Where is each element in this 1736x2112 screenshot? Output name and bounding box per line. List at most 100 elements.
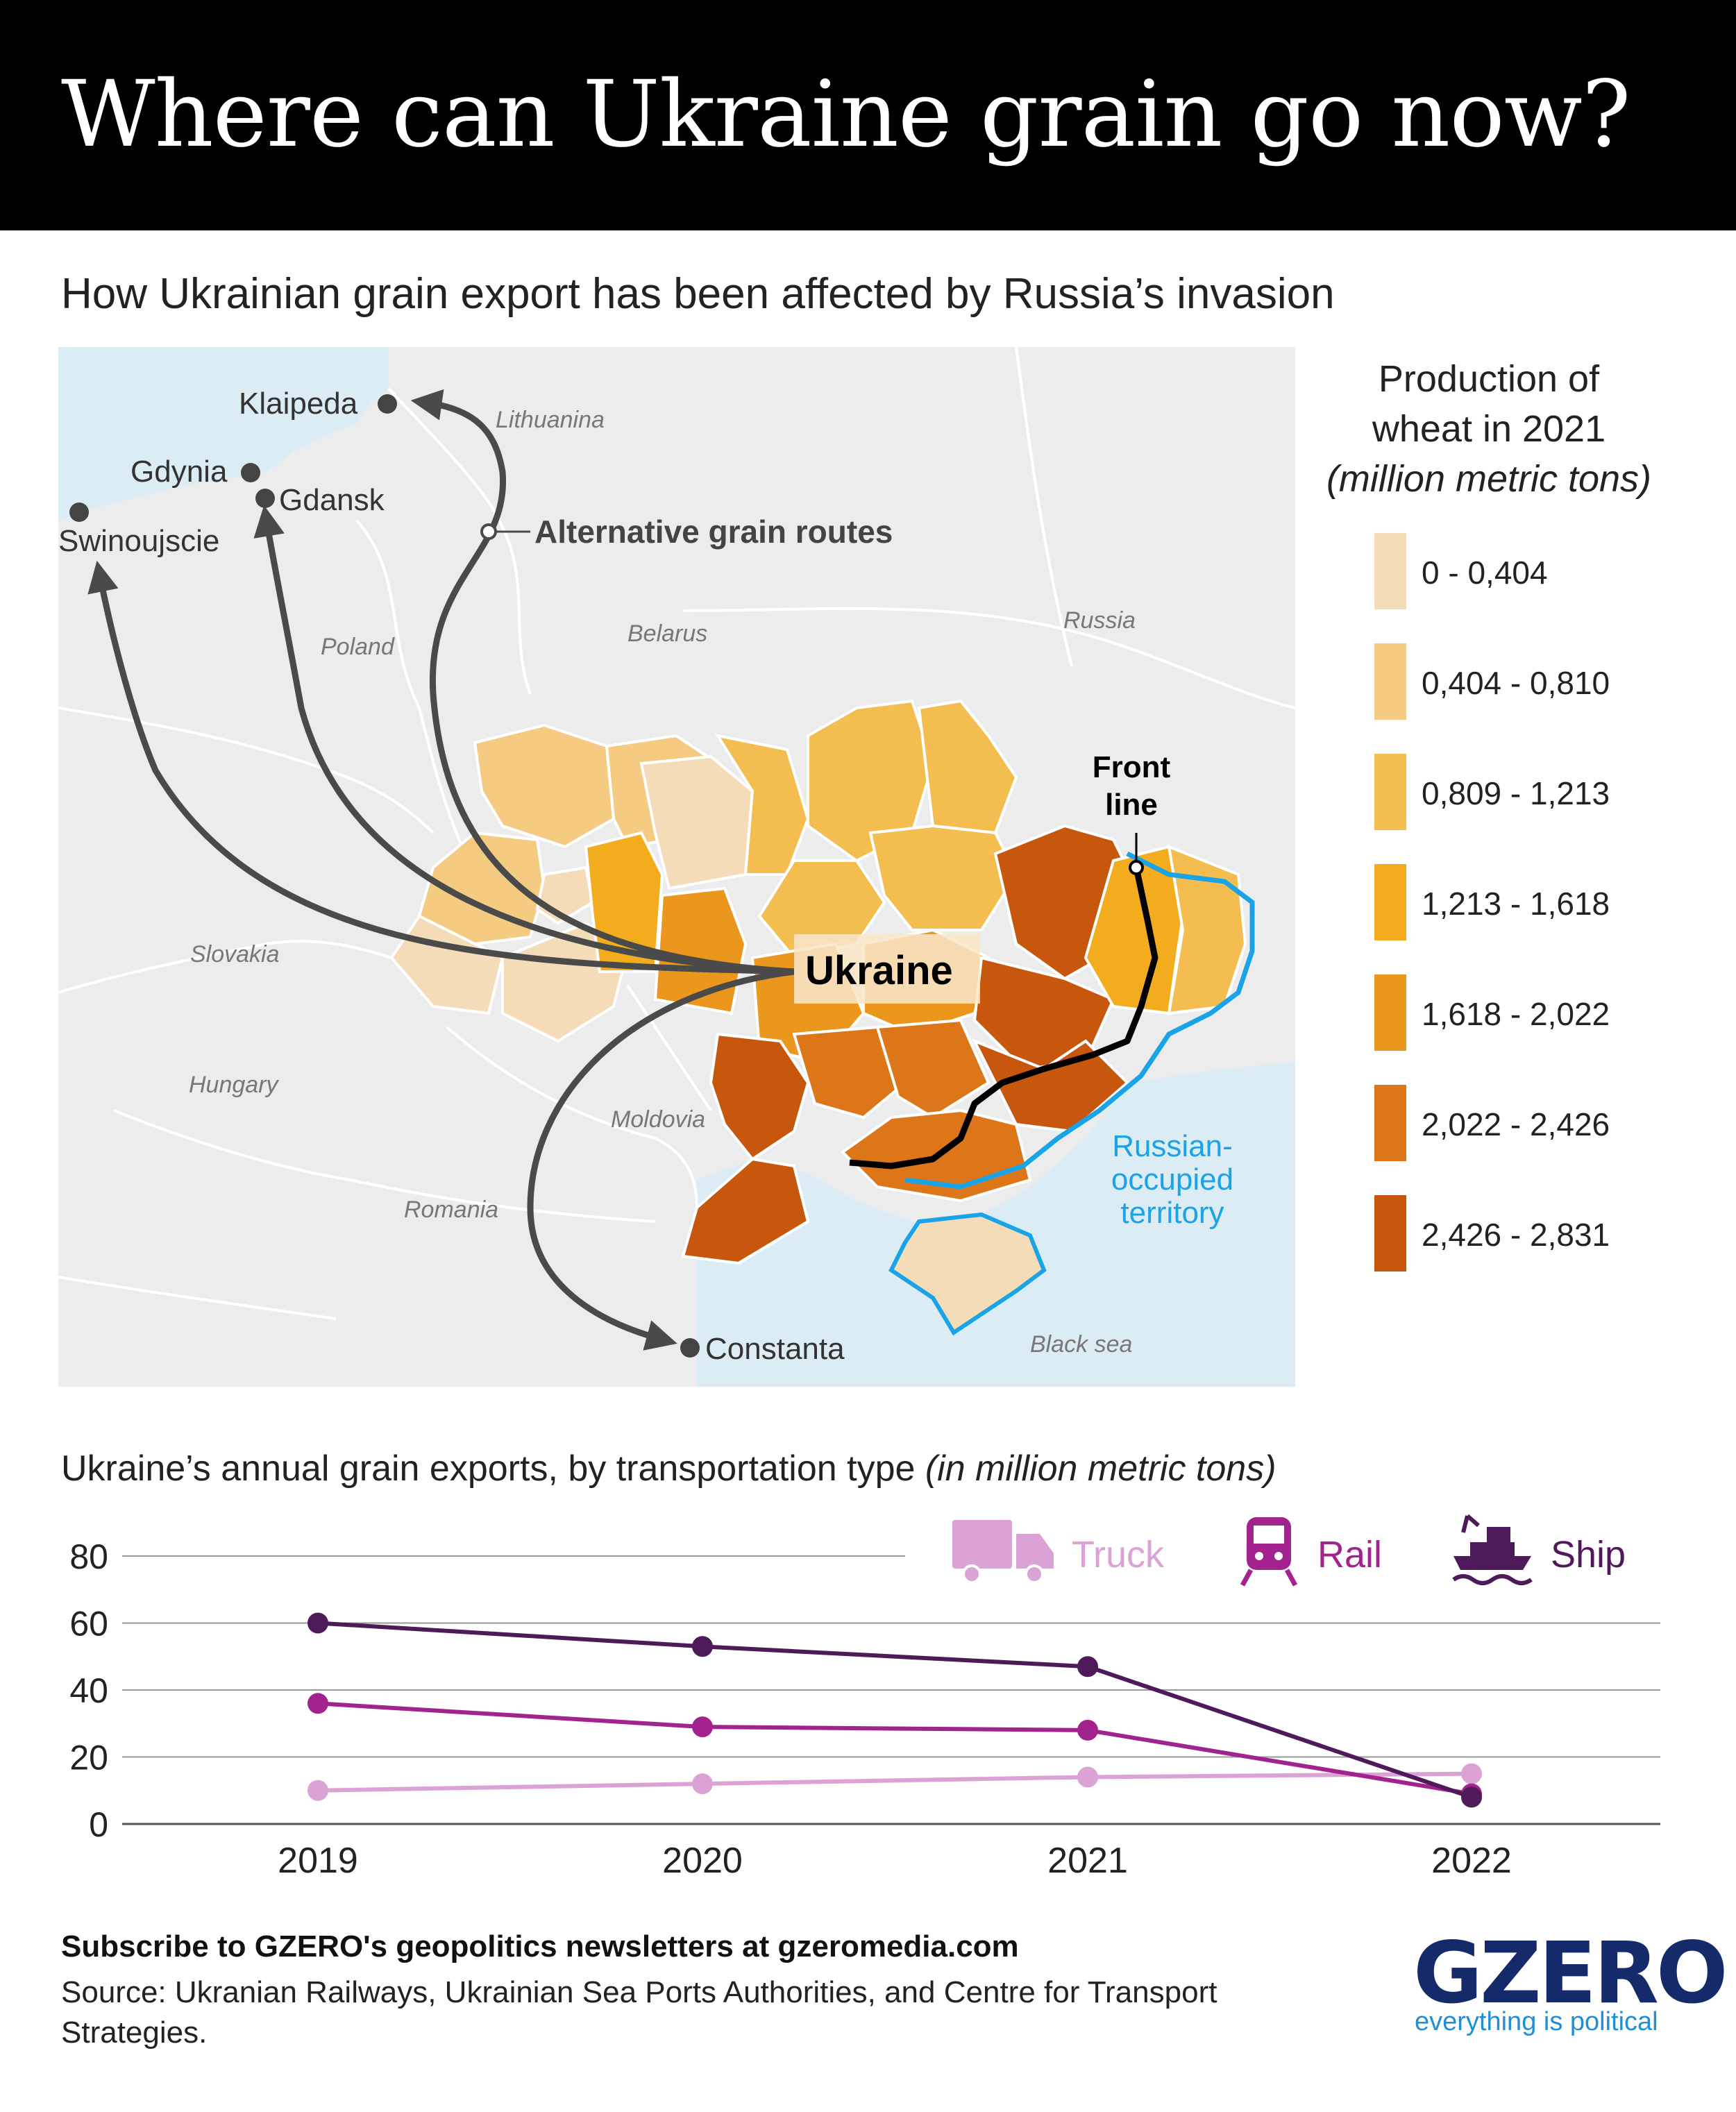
legend-swatch <box>1374 754 1406 830</box>
legend-title-line: Production of <box>1378 358 1600 400</box>
data-point <box>692 1636 713 1657</box>
port-label: Swinoujscie <box>58 524 219 558</box>
port-gdansk-marker <box>255 489 275 508</box>
front-line-label: line <box>1105 788 1158 822</box>
legend-item: 2,426 - 2,831 <box>1374 1195 1694 1272</box>
data-point <box>1077 1656 1098 1678</box>
port-klaipeda-marker <box>378 394 397 414</box>
y-tick-label: 80 <box>69 1537 108 1576</box>
legend-item: 0,809 - 1,213 <box>1374 754 1694 830</box>
page-title: Where can Ukraine grain go now? <box>61 61 1631 168</box>
legend-swatch <box>1374 1085 1406 1161</box>
legend-label: 0,809 - 1,213 <box>1422 775 1610 811</box>
chart-legend-label: Ship <box>1551 1534 1626 1575</box>
oblast <box>473 723 616 849</box>
oblast <box>875 1018 991 1120</box>
occupied-label: occupied <box>1111 1163 1233 1197</box>
country-borders <box>58 347 1295 1320</box>
data-point <box>307 1780 328 1801</box>
ship-icon <box>1452 1514 1533 1585</box>
legend-label: 1,213 - 1,618 <box>1422 886 1610 922</box>
ukraine-oblasts <box>389 699 1247 1336</box>
legend-swatch <box>1374 1195 1406 1272</box>
occupied-label: Russian- <box>1112 1129 1233 1163</box>
occupied-label: territory <box>1120 1196 1224 1230</box>
oblast <box>1167 844 1247 1015</box>
chart-legend-item: Rail <box>1240 1517 1382 1587</box>
y-tick-label: 0 <box>89 1805 108 1844</box>
x-tick-label: 2021 <box>1047 1841 1128 1881</box>
series-line <box>317 1771 1472 1793</box>
ukraine-label: Ukraine <box>805 948 953 993</box>
chart-title: Ukraine’s annual grain exports, by trans… <box>61 1448 1276 1489</box>
alternative-grain-routes <box>87 389 795 1351</box>
oblast <box>681 1157 810 1265</box>
ports <box>69 394 700 1358</box>
subscribe-text: Subscribe to GZERO's geopolitics newslet… <box>61 1929 1019 1963</box>
oblast <box>709 1032 810 1161</box>
data-point <box>1461 1786 1482 1808</box>
data-point <box>307 1693 328 1714</box>
data-point <box>1461 1763 1482 1784</box>
legend-label: 0,404 - 0,810 <box>1422 665 1610 701</box>
crimea <box>888 1212 1047 1336</box>
country-label: Belarus <box>627 620 707 647</box>
legend-item: 1,213 - 1,618 <box>1374 864 1694 940</box>
front-line-label: Front <box>1093 750 1171 784</box>
chart-legend-item: Ship <box>1452 1514 1626 1585</box>
oblast <box>792 1025 907 1120</box>
legend-swatch <box>1374 643 1406 720</box>
series-truck <box>307 1763 1482 1801</box>
chart-title-text: Ukraine’s annual grain exports, by trans… <box>61 1448 916 1489</box>
legend-swatch <box>1374 533 1406 609</box>
legend-unit: (million metric tons) <box>1326 458 1652 500</box>
front-line-marker <box>1129 860 1144 875</box>
grain-exports-line-chart: 0 20 40 60 80 2019 2020 2021 2022 Truck Rail Ship <box>69 1514 1660 1881</box>
country-label: Slovakia <box>190 941 280 968</box>
data-point <box>692 1773 713 1795</box>
y-tick-label: 40 <box>69 1671 108 1710</box>
chart-legend-label: Truck <box>1072 1534 1165 1575</box>
port-label: Constanta <box>705 1332 845 1366</box>
country-label: Moldovia <box>611 1106 705 1133</box>
legend-item: 0 - 0,404 <box>1374 533 1694 609</box>
legend-label: 0 - 0,404 <box>1422 555 1548 591</box>
logo-wordmark: GZERO <box>1413 1924 1728 2022</box>
title-bar: Where can Ukraine grain go now? <box>0 0 1736 230</box>
baltic-sea <box>58 347 389 521</box>
russian-occupied-outline <box>904 851 1255 1190</box>
route-gdansk <box>253 505 795 975</box>
oblast <box>653 886 748 1015</box>
port-swinoujscie-marker <box>69 502 89 522</box>
port-label: Gdynia <box>130 455 228 489</box>
data-point <box>692 1716 713 1738</box>
data-point <box>1077 1766 1098 1788</box>
routes-label: Alternative grain routes <box>534 514 893 550</box>
route-klaipeda <box>410 389 795 975</box>
country-label: Black sea <box>1030 1331 1132 1358</box>
legend-label: 1,618 - 2,022 <box>1422 996 1610 1032</box>
oblast <box>807 699 935 863</box>
legend-title-line: wheat in 2021 <box>1372 408 1606 450</box>
gzero-logo: GZERO everything is political <box>1409 1924 1728 2036</box>
data-point <box>307 1612 328 1634</box>
legend-item: 1,618 - 2,022 <box>1374 974 1694 1051</box>
series-ship <box>307 1612 1482 1808</box>
source-text: Source: Ukranian Railways, Ukrainian Sea… <box>61 1975 1217 2050</box>
legend-title: Production of wheat in 2021 (million met… <box>1312 354 1666 504</box>
country-label: Lithuanina <box>496 407 605 433</box>
country-label: Hungary <box>189 1072 280 1098</box>
chart-legend-label: Rail <box>1317 1534 1382 1575</box>
logo-tagline: everything is political <box>1415 2007 1658 2036</box>
route-swinoujscie <box>87 560 795 975</box>
series-line <box>317 1621 1472 1800</box>
port-gdynia-marker <box>241 463 260 482</box>
y-tick-label: 20 <box>69 1739 108 1777</box>
data-point <box>1077 1719 1098 1741</box>
port-label: Gdansk <box>279 483 385 517</box>
port-label: Klaipeda <box>239 387 358 421</box>
country-label: Romania <box>404 1197 498 1223</box>
front-line <box>849 867 1158 1169</box>
country-label: Russia <box>1063 607 1136 634</box>
y-tick-label: 60 <box>69 1605 108 1644</box>
